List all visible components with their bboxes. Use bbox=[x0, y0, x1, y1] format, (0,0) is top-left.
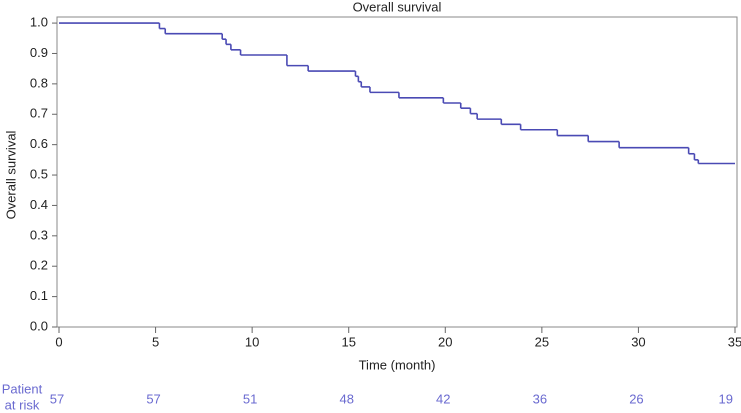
at-risk-value: 57 bbox=[146, 391, 160, 406]
y-tick-label: 0.5 bbox=[30, 166, 48, 181]
at-risk-value: 26 bbox=[629, 391, 643, 406]
y-tick-label: 1.0 bbox=[30, 15, 48, 30]
at-risk-value: 19 bbox=[719, 391, 733, 406]
x-tick-label: 25 bbox=[535, 334, 549, 349]
at-risk-value: 51 bbox=[243, 391, 257, 406]
y-tick-label: 0.3 bbox=[30, 227, 48, 242]
y-axis-label: Overall survival bbox=[3, 130, 18, 219]
at-risk-value: 42 bbox=[436, 391, 450, 406]
at-risk-value: 57 bbox=[50, 391, 64, 406]
y-tick-label: 0.2 bbox=[30, 258, 48, 273]
y-tick-label: 0.7 bbox=[30, 106, 48, 121]
x-tick-label: 35 bbox=[728, 334, 741, 349]
y-tick-label: 0.4 bbox=[30, 197, 48, 212]
plot-frame bbox=[56, 16, 738, 328]
x-tick-label: 15 bbox=[341, 334, 355, 349]
x-tick-label: 20 bbox=[438, 334, 452, 349]
y-tick-label: 0.0 bbox=[30, 318, 48, 333]
chart-title: Overall survival bbox=[353, 0, 442, 14]
at-risk-label: at risk bbox=[5, 397, 40, 412]
y-tick-label: 0.6 bbox=[30, 136, 48, 151]
y-tick-label: 0.9 bbox=[30, 45, 48, 60]
x-tick-label: 30 bbox=[631, 334, 645, 349]
x-tick-label: 5 bbox=[152, 334, 159, 349]
y-tick-label: 0.1 bbox=[30, 288, 48, 303]
at-risk-label: Patient bbox=[2, 381, 43, 396]
at-risk-value: 48 bbox=[339, 391, 353, 406]
x-axis-label: Time (month) bbox=[359, 357, 436, 372]
y-tick-label: 0.8 bbox=[30, 75, 48, 90]
at-risk-value: 36 bbox=[533, 391, 547, 406]
x-tick-label: 10 bbox=[245, 334, 259, 349]
x-tick-label: 0 bbox=[55, 334, 62, 349]
